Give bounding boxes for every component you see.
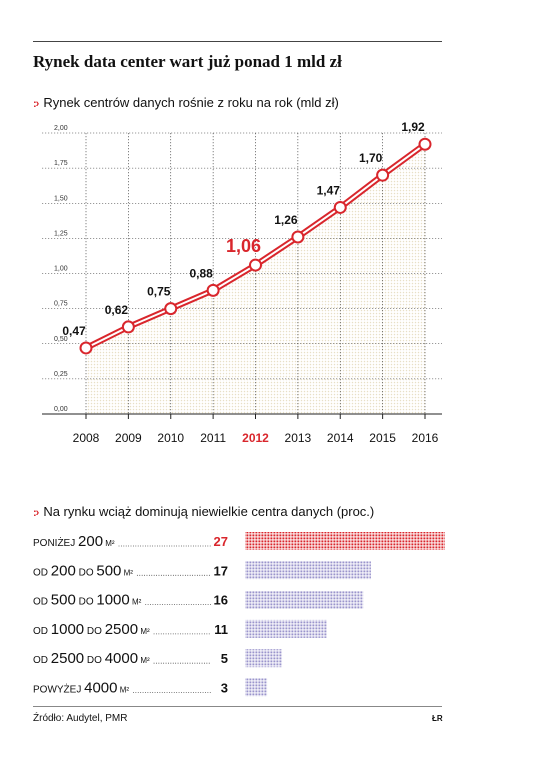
author-credit: ŁR bbox=[432, 714, 443, 723]
category-label: OD 1000 DO 2500 M² bbox=[33, 621, 150, 638]
value-label: 5 bbox=[221, 651, 228, 666]
bar bbox=[245, 561, 371, 580]
page-title: Rynek data center wart już ponad 1 mld z… bbox=[33, 52, 342, 71]
x-tick-label: 2012 bbox=[242, 431, 269, 445]
data-label: 1,26 bbox=[274, 213, 298, 227]
x-tick-label: 2015 bbox=[369, 431, 396, 445]
bar-chart-subtitle-text: Na rynku wciąż dominują niewielkie centr… bbox=[43, 504, 375, 519]
y-tick-label: 0,50 bbox=[54, 336, 68, 343]
data-label: 0,62 bbox=[105, 303, 129, 317]
x-tick-label: 2013 bbox=[285, 431, 312, 445]
data-point bbox=[333, 200, 347, 214]
value-label: 3 bbox=[221, 681, 228, 696]
data-label: 1,92 bbox=[401, 120, 425, 134]
x-tick-label: 2016 bbox=[412, 431, 439, 445]
data-point bbox=[376, 168, 390, 182]
data-point bbox=[418, 137, 432, 151]
y-tick-label: 1,00 bbox=[54, 266, 68, 273]
data-point bbox=[121, 320, 135, 334]
bar-chart-subtitle: :› Na rynku wciąż dominują niewielkie cen… bbox=[33, 504, 374, 519]
value-label: 16 bbox=[214, 593, 228, 608]
bar bbox=[245, 590, 364, 609]
category-label: OD 200 DO 500 M² bbox=[33, 562, 133, 579]
y-tick-label: 2,00 bbox=[54, 125, 68, 132]
bottom-rule bbox=[33, 706, 442, 707]
bar bbox=[245, 678, 268, 697]
y-tick-label: 0,75 bbox=[54, 301, 68, 308]
bullet-icon: :› bbox=[33, 507, 39, 519]
data-label: 0,88 bbox=[189, 266, 213, 280]
x-tick-label: 2011 bbox=[200, 431, 226, 445]
y-tick-label: 1,25 bbox=[54, 230, 68, 237]
bar bbox=[245, 619, 327, 638]
y-tick-label: 1,75 bbox=[54, 160, 68, 167]
data-label: 1,06 bbox=[226, 236, 261, 256]
value-label: 17 bbox=[214, 563, 228, 578]
bar bbox=[245, 649, 283, 668]
source-note: Źródło: Audytel, PMR bbox=[33, 713, 128, 724]
bar bbox=[245, 532, 445, 550]
data-point bbox=[206, 283, 220, 297]
data-label: 0,75 bbox=[147, 285, 171, 299]
value-label: 11 bbox=[214, 622, 228, 637]
y-tick-label: 0,00 bbox=[54, 406, 68, 413]
y-tick-label: 0,25 bbox=[54, 371, 68, 378]
line-chart: 0,00 0,25 0,50 0,75 1,00 1,25 1,50 1,75 2,00 2008… bbox=[42, 120, 442, 445]
data-label: 1,47 bbox=[317, 183, 341, 197]
category-label: PONIŻEJ 200 M² bbox=[33, 533, 115, 550]
y-tick-label: 1,50 bbox=[54, 195, 68, 202]
data-label: 0,47 bbox=[62, 324, 86, 338]
line-chart-subtitle: :› Rynek centrów danych rośnie z roku na … bbox=[33, 95, 339, 110]
x-tick-label: 2010 bbox=[157, 431, 184, 445]
x-tick-label: 2014 bbox=[327, 431, 354, 445]
data-point bbox=[79, 341, 93, 355]
category-label: OD 500 DO 1000 M² bbox=[33, 592, 142, 609]
category-label: POWYŻEJ 4000 M² bbox=[33, 680, 129, 697]
bar-chart: PONIŻEJ 200 M² 27 OD 200 DO 500 M² 17 OD 500… bbox=[33, 532, 445, 697]
x-tick-label: 2008 bbox=[73, 431, 100, 445]
data-point bbox=[291, 230, 305, 244]
bullet-icon: :› bbox=[33, 98, 39, 110]
category-label: OD 2500 DO 4000 M² bbox=[33, 650, 150, 667]
data-label: 1,70 bbox=[359, 151, 383, 165]
line-chart-subtitle-text: Rynek centrów danych rośnie z roku na ro… bbox=[43, 95, 339, 110]
top-rule bbox=[33, 41, 442, 42]
value-label: 27 bbox=[214, 534, 228, 549]
data-point bbox=[164, 302, 178, 316]
data-point bbox=[249, 258, 262, 272]
x-tick-label: 2009 bbox=[115, 431, 142, 445]
